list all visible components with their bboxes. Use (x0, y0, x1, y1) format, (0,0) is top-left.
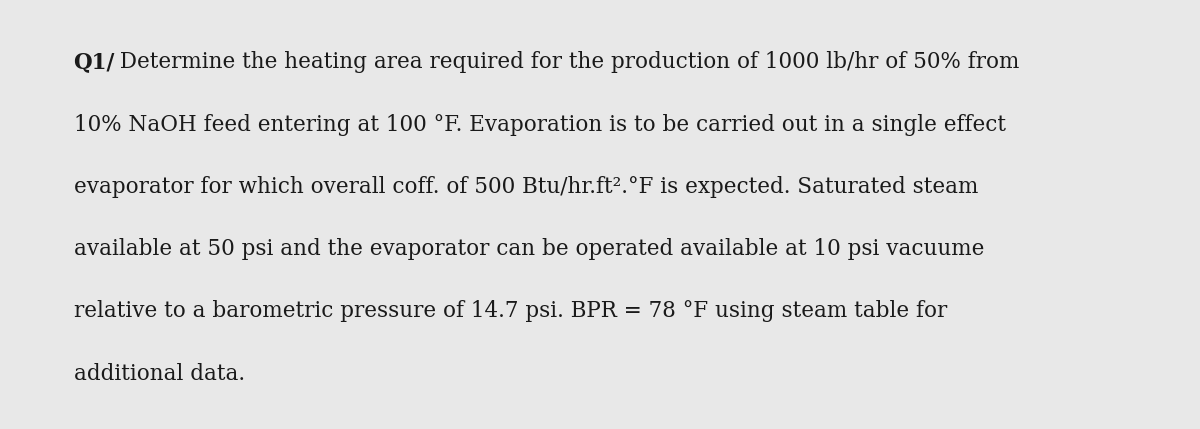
Text: 10% NaOH feed entering at 100 °F. Evaporation is to be carried out in a single e: 10% NaOH feed entering at 100 °F. Evapor… (73, 114, 1006, 136)
Text: available at 50 psi and the evaporator can be operated available at 10 psi vacuu: available at 50 psi and the evaporator c… (73, 238, 984, 260)
Text: Determine the heating area required for the production of 1000 lb/hr of 50% from: Determine the heating area required for … (113, 51, 1019, 73)
Text: additional data.: additional data. (73, 363, 245, 384)
Text: Q1/: Q1/ (73, 51, 115, 73)
Text: evaporator for which overall coff. of 500 Btu/hr.ft².°F is expected. Saturated s: evaporator for which overall coff. of 50… (73, 176, 978, 198)
Text: relative to a barometric pressure of 14.7 psi. BPR = 78 °F using steam table for: relative to a barometric pressure of 14.… (73, 300, 947, 322)
